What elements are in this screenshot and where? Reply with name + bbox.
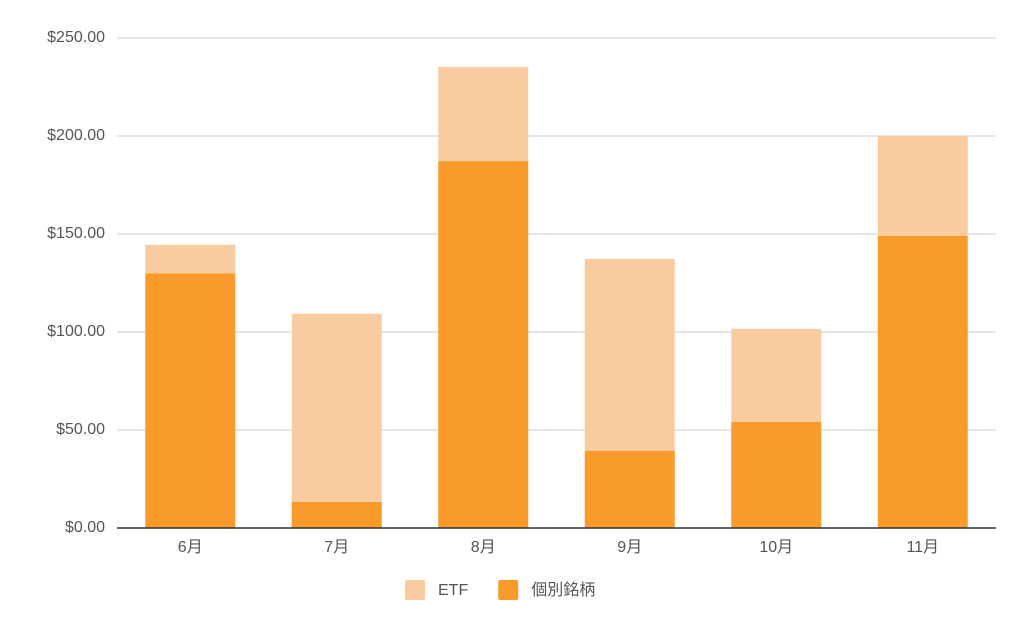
x-tick-label: 9月 [617, 539, 642, 556]
legend-swatch [405, 580, 425, 600]
y-tick-label: $250.00 [47, 29, 105, 46]
bar-segment [877, 136, 968, 236]
x-tick-label: 8月 [471, 539, 496, 556]
legend-label: ETF [438, 582, 468, 599]
bar-segment [584, 258, 675, 451]
bar-segment [145, 244, 236, 274]
legend-swatch [498, 580, 519, 600]
y-tick-label: $0.00 [65, 519, 105, 536]
y-tick-label: $200.00 [47, 127, 105, 144]
bar-segment [145, 273, 236, 528]
x-tick-label: 10月 [759, 539, 793, 556]
bar-segment [877, 235, 968, 528]
bar-segment [438, 67, 529, 162]
bar-segment [291, 501, 382, 528]
x-tick-label: 11月 [906, 539, 939, 556]
x-tick-label: 6月 [178, 539, 203, 556]
bar-segment [731, 328, 822, 422]
bar-segment [291, 313, 382, 502]
bar-segment [584, 450, 675, 528]
y-tick-label: $150.00 [47, 225, 105, 242]
legend-label: 個別銘柄 [531, 581, 595, 599]
x-tick-label: 7月 [324, 539, 349, 556]
y-tick-label: $50.00 [56, 421, 105, 438]
y-tick-label: $100.00 [47, 323, 105, 340]
bar-segment [731, 421, 822, 528]
bar-segment [438, 161, 529, 528]
